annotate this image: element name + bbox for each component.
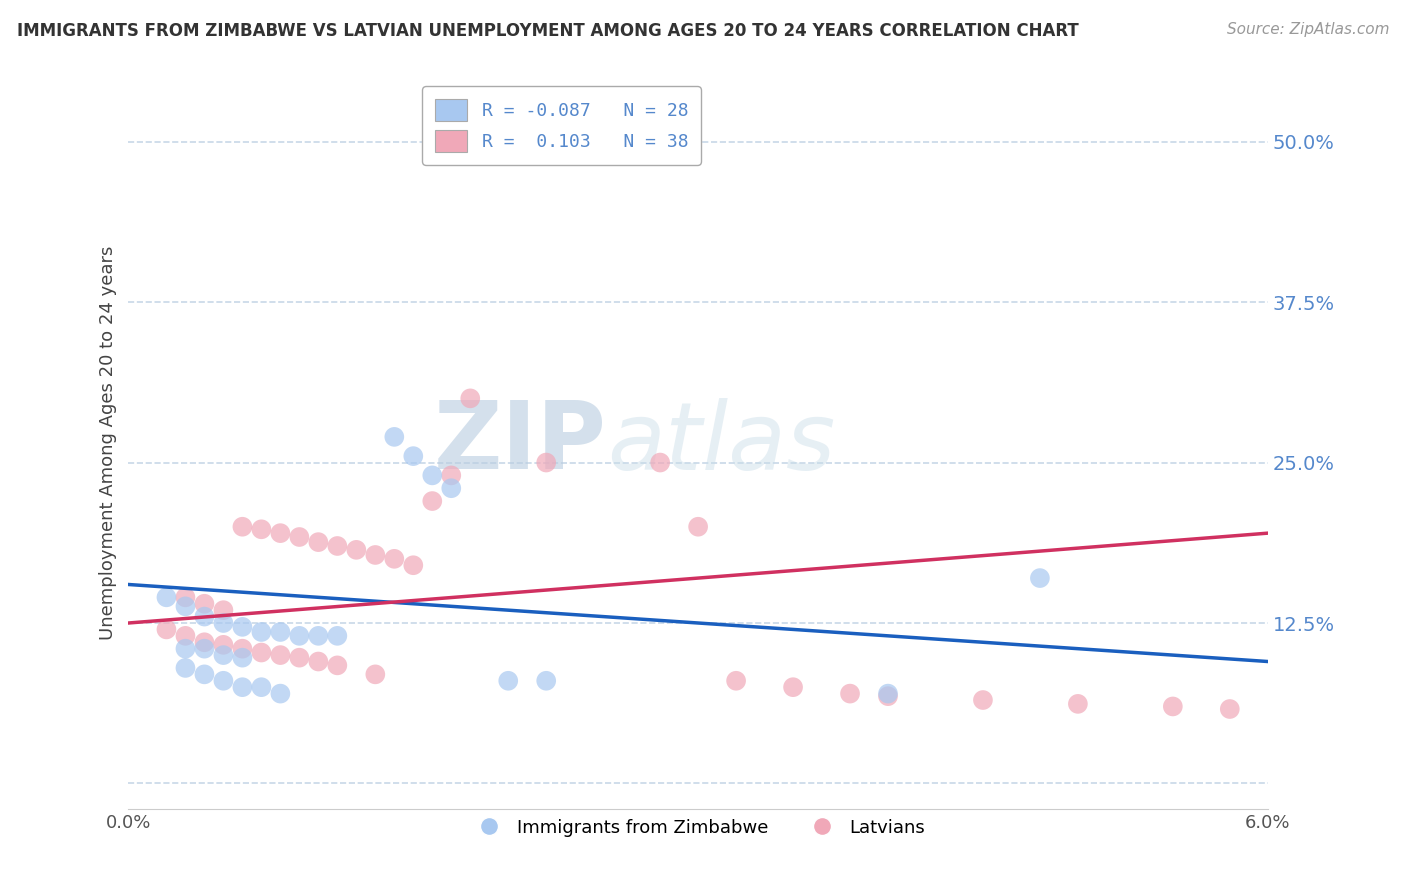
Point bbox=[250, 646, 273, 660]
Point bbox=[839, 687, 862, 701]
Point bbox=[326, 629, 349, 643]
Point bbox=[250, 680, 273, 694]
Point bbox=[174, 629, 197, 643]
Point bbox=[193, 597, 215, 611]
Point bbox=[420, 494, 443, 508]
Point bbox=[193, 667, 215, 681]
Point bbox=[725, 673, 748, 688]
Point bbox=[1067, 697, 1090, 711]
Point bbox=[155, 591, 177, 605]
Point bbox=[402, 558, 425, 573]
Point bbox=[1029, 571, 1052, 585]
Point bbox=[288, 629, 311, 643]
Point bbox=[1161, 699, 1184, 714]
Point bbox=[496, 673, 519, 688]
Point bbox=[402, 449, 425, 463]
Text: atlas: atlas bbox=[607, 398, 835, 489]
Point bbox=[212, 638, 235, 652]
Point bbox=[212, 648, 235, 662]
Point bbox=[534, 456, 557, 470]
Point bbox=[364, 548, 387, 562]
Point bbox=[269, 687, 291, 701]
Point bbox=[877, 689, 900, 703]
Legend: Immigrants from Zimbabwe, Latvians: Immigrants from Zimbabwe, Latvians bbox=[464, 812, 932, 844]
Point bbox=[382, 430, 405, 444]
Point bbox=[250, 522, 273, 536]
Point bbox=[231, 520, 253, 534]
Point bbox=[288, 650, 311, 665]
Point bbox=[440, 481, 463, 495]
Point bbox=[269, 625, 291, 640]
Point bbox=[231, 641, 253, 656]
Point bbox=[326, 539, 349, 553]
Point bbox=[174, 591, 197, 605]
Point bbox=[174, 661, 197, 675]
Point bbox=[250, 625, 273, 640]
Text: ZIP: ZIP bbox=[434, 397, 607, 490]
Point bbox=[650, 456, 672, 470]
Text: IMMIGRANTS FROM ZIMBABWE VS LATVIAN UNEMPLOYMENT AMONG AGES 20 TO 24 YEARS CORRE: IMMIGRANTS FROM ZIMBABWE VS LATVIAN UNEM… bbox=[17, 22, 1078, 40]
Point bbox=[231, 650, 253, 665]
Point bbox=[193, 609, 215, 624]
Point bbox=[364, 667, 387, 681]
Point bbox=[307, 535, 329, 549]
Point bbox=[231, 620, 253, 634]
Point bbox=[269, 526, 291, 541]
Point bbox=[231, 680, 253, 694]
Point bbox=[212, 615, 235, 630]
Point bbox=[193, 635, 215, 649]
Point bbox=[534, 673, 557, 688]
Point bbox=[972, 693, 994, 707]
Point bbox=[174, 599, 197, 614]
Point bbox=[877, 687, 900, 701]
Point bbox=[155, 623, 177, 637]
Point bbox=[782, 680, 804, 694]
Point bbox=[307, 629, 329, 643]
Point bbox=[382, 551, 405, 566]
Point bbox=[288, 530, 311, 544]
Point bbox=[1219, 702, 1241, 716]
Point bbox=[344, 542, 367, 557]
Point bbox=[420, 468, 443, 483]
Point bbox=[307, 655, 329, 669]
Y-axis label: Unemployment Among Ages 20 to 24 years: Unemployment Among Ages 20 to 24 years bbox=[100, 246, 117, 640]
Point bbox=[326, 658, 349, 673]
Point bbox=[269, 648, 291, 662]
Point bbox=[458, 392, 481, 406]
Point bbox=[174, 641, 197, 656]
Point bbox=[440, 468, 463, 483]
Point bbox=[193, 641, 215, 656]
Point bbox=[688, 520, 710, 534]
Point bbox=[212, 673, 235, 688]
Point bbox=[212, 603, 235, 617]
Text: Source: ZipAtlas.com: Source: ZipAtlas.com bbox=[1226, 22, 1389, 37]
